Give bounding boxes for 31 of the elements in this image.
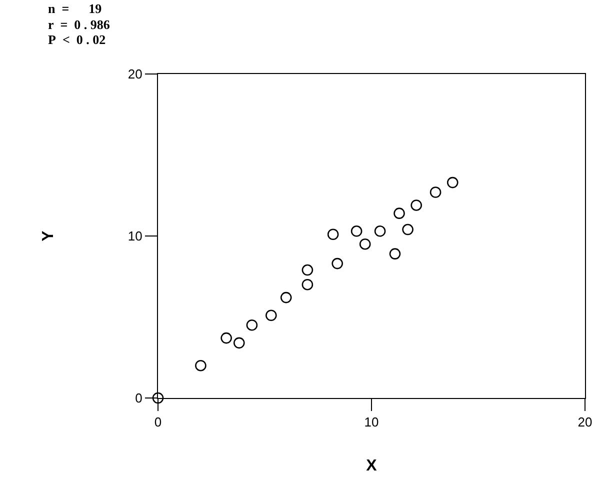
point: [394, 208, 405, 219]
y-axis-title: Y: [40, 230, 57, 242]
point: [359, 238, 371, 250]
point: [152, 392, 164, 404]
x-tick-label: 20: [578, 414, 592, 430]
point: [446, 176, 458, 188]
point: [374, 225, 386, 237]
y-tick-label: 10: [128, 228, 142, 244]
point: [233, 337, 245, 349]
point: [280, 292, 292, 304]
y-tick-label: 0: [135, 390, 142, 406]
point: [195, 360, 206, 372]
point: [302, 278, 314, 290]
point: [220, 332, 232, 344]
point: [302, 264, 314, 276]
x-tick-label: 10: [364, 414, 379, 430]
x-tick-label: 0: [154, 414, 162, 430]
point: [402, 224, 414, 236]
text: r = 0 . 986: [48, 17, 110, 32]
point: [266, 310, 277, 322]
point: [410, 200, 422, 211]
y-tick-label: 20: [128, 66, 142, 82]
point: [246, 319, 258, 331]
text: n = 19: [48, 1, 102, 16]
point: [350, 225, 362, 237]
x-axis-title: X: [366, 457, 378, 474]
point: [389, 248, 401, 260]
point: [327, 228, 339, 240]
point: [332, 258, 343, 270]
text: P < 0 . 02: [48, 32, 106, 47]
point: [430, 186, 442, 198]
